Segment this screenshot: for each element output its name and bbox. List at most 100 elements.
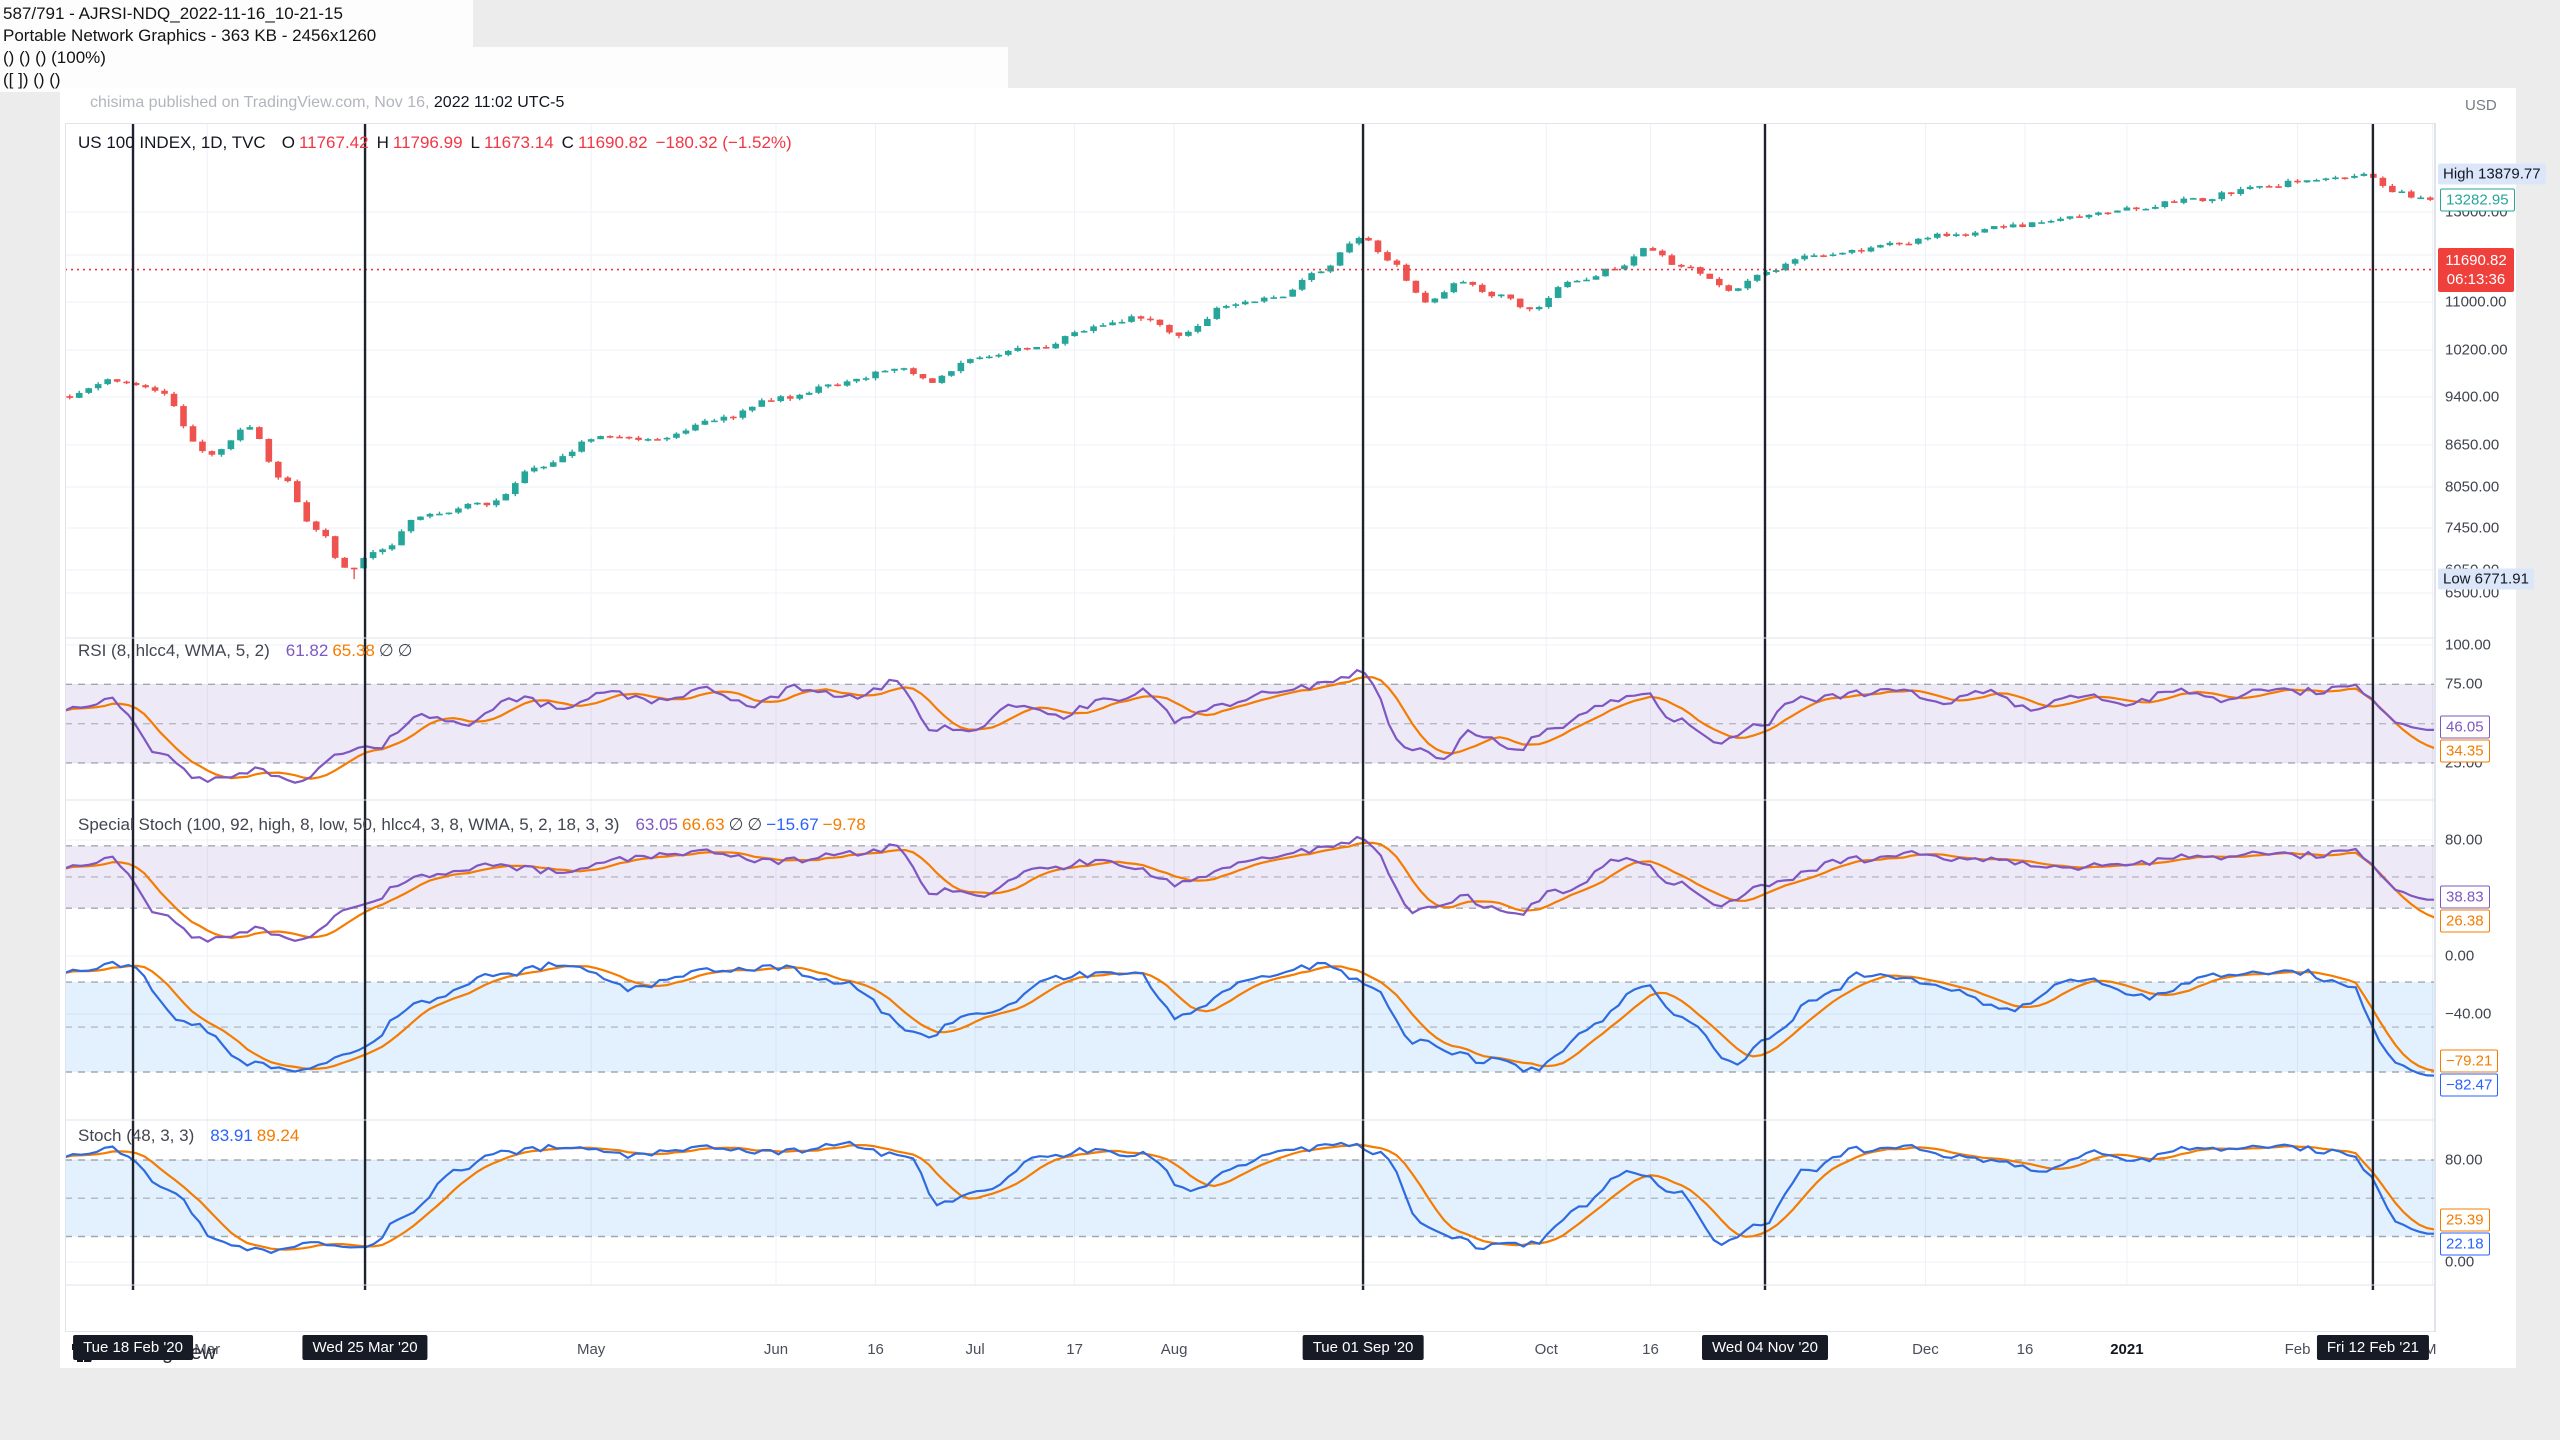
candle [1772,270,1780,272]
candle [1801,255,1808,260]
candle [1223,305,1230,308]
rsi-value-badge: 34.35 [2440,739,2490,763]
stoch-value-badge: 25.39 [2440,1208,2490,1232]
candle [199,441,206,452]
attribution: chisima published on TradingView.com, No… [90,94,564,112]
candle [445,512,453,515]
candle [2398,191,2406,194]
candle [2246,186,2254,190]
candle [142,385,149,388]
candle [293,481,301,503]
candle [1659,250,1666,256]
change-value: −180.32 (−1.52%) [655,133,792,152]
special-stoch-value: 63.05 [635,815,679,834]
candle [2341,177,2349,180]
indicator-signal-line [65,1143,2435,1251]
candle [976,357,984,360]
viewer-zoom-controls[interactable]: () () () (100%) [3,48,106,67]
candle [2028,222,2036,228]
candle [597,436,604,440]
candle [625,436,633,439]
candle [1327,265,1334,272]
viewer-nav-controls[interactable]: ([ ]) () () [3,70,61,89]
candle [151,387,159,391]
candle [1905,243,1913,246]
candle [2408,191,2415,198]
candle [1583,279,1590,282]
time-axis-label: 17 [1066,1341,1083,1358]
candle [1450,283,1458,293]
candle [2417,197,2425,200]
ss-tick-label: −40.00 [2445,1005,2492,1023]
candle [256,427,263,440]
candle [521,471,529,484]
candle [986,356,993,359]
candle [1241,301,1249,305]
candle [701,420,709,425]
candle [1886,242,1894,246]
candle [1279,296,1287,299]
candle [426,513,434,517]
price-tick-label: 8650.00 [2445,436,2500,454]
candle [786,396,794,399]
chart-plot-area [65,123,2435,1332]
candle [1791,259,1799,264]
indicator-signal-line [65,964,2435,1072]
candle [2360,173,2368,176]
candle [1630,256,1638,266]
time-axis-label: 16 [2016,1341,2034,1358]
special-stoch-value-badge: 38.83 [2440,885,2490,909]
rsi-legend: RSI (8, hlcc4, WMA, 5, 2) 61.82 65.38 ∅ ∅ [78,641,416,661]
candle [1915,238,1922,244]
indicator-main-line [65,835,2435,943]
candle [1118,321,1126,324]
candle [1820,255,1827,257]
candle [739,410,747,418]
candle [530,467,538,472]
special-stoch-value-badge: 26.38 [2440,909,2490,933]
candle [2284,180,2292,187]
time-axis: Mar May Jun 16 Jul 17 Aug Oct 16 Dec 16 2021 Feb M Tue… [65,1332,2516,1368]
rsi-tick-label: 75.00 [2445,675,2483,693]
candle [948,371,955,376]
indicator-main-line [65,960,2435,1077]
candle [1393,260,1401,265]
current-price-badge: 11690.82 06:13:36 [2438,247,2514,292]
candle [1336,252,1344,266]
candle [673,433,680,438]
time-axis-label: Jul [965,1341,985,1358]
candle [2303,180,2311,183]
price-scale: USD 13000.0012000.0011000.0010200.009400… [2435,97,2546,1332]
candle [2152,206,2159,209]
candle [1734,288,1742,291]
candle [161,390,168,394]
candle [1308,273,1315,281]
candle [1678,264,1685,267]
symbol-legend: US 100 INDEX, 1D, TVC O 11767.42 H 11796.99 L… [78,133,796,153]
chart-canvas [65,123,2435,1332]
event-date-badge: Tue 01 Sep '20 [1302,1335,1424,1360]
stoch-value-badge: 22.18 [2440,1232,2490,1256]
candle [398,531,405,546]
candle [2389,185,2396,193]
rsi-value: ∅ [378,641,394,660]
time-axis-label: Feb [2284,1341,2311,1358]
candle [1725,285,1733,291]
indicator-signal-line [65,675,2435,780]
candle [824,384,832,387]
candle [1137,316,1145,319]
candle [483,502,491,506]
candle [919,374,927,379]
candle [1602,268,1609,277]
candle [2218,192,2225,200]
candle [75,392,83,398]
time-axis-label: 16 [1642,1341,1659,1358]
viewer-toolbar: () () () (100%) ([ ]) () () [0,47,1008,92]
indicator-signal-line [65,841,2435,940]
candle [1592,276,1600,280]
candle [464,503,472,509]
ohlc-item: O 11767.42 [282,133,373,152]
candle [436,513,443,516]
event-date-badge: Wed 04 Nov '20 [1702,1335,1828,1360]
high-price-badge: High 13879.77 [2438,163,2546,185]
